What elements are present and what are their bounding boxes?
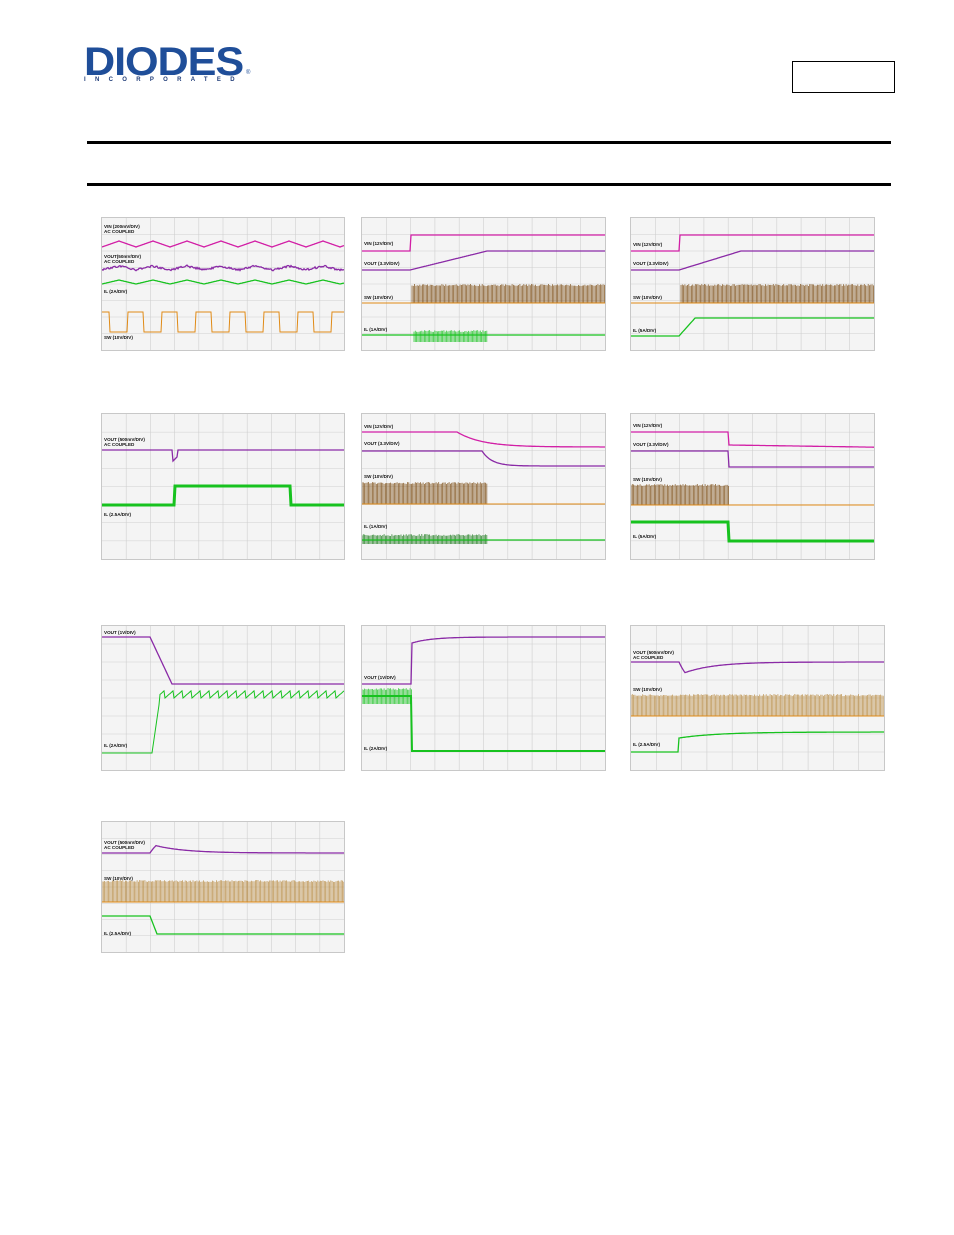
scope-trace-area [102,626,344,770]
scope-capture-6: VIN (12V/DIV) VOUT (3.3V/DIV) SW (10V/DI… [630,413,875,560]
trace-label: IL (2A/DIV) [104,289,127,294]
trace-label: IL (2.5A/DIV) [104,931,131,936]
trace-label: IL (2.5A/DIV) [633,742,660,747]
header-rule-top [87,141,891,144]
scope-trace-area [631,626,884,770]
trace-label: VOUT (3.3V/DIV) [633,442,668,447]
scope-trace-area [102,218,344,350]
trace-label: VOUT (500mV/DIV) AC COUPLED [104,437,145,447]
trace-label: VOUT (3.3V/DIV) [364,441,399,446]
trace-label: VIN (12V/DIV) [633,423,662,428]
trace-label: VOUT(50mV/DIV) AC COUPLED [104,254,141,264]
trace-label: IL (1A/DIV) [364,524,387,529]
trace-label: IL (5A/DIV) [633,328,656,333]
logo-registered-mark: ® [246,70,250,76]
trace-label: IL (2A/DIV) [364,746,387,751]
trace-label: IL (2A/DIV) [104,743,127,748]
trace-label: SW (10V/DIV) [633,477,662,482]
scope-trace-area [362,626,605,770]
trace-label: IL (1A/DIV) [364,327,387,332]
trace-label: VIN (12V/DIV) [364,241,393,246]
trace-label: VOUT (3.3V/DIV) [364,261,399,266]
scope-capture-9: VOUT (500mV/DIV) AC COUPLED SW (10V/DIV)… [630,625,885,771]
trace-label: VOUT (500mV/DIV) AC COUPLED [633,650,674,660]
trace-label: VOUT (1V/DIV) [104,630,136,635]
scope-capture-1: VIN (200mV/DIV) AC COUPLED VOUT(50mV/DIV… [101,217,345,351]
header-rule-bottom [87,183,891,186]
scope-trace-area [631,218,874,350]
trace-label: VIN (12V/DIV) [633,242,662,247]
trace-label: VIN (200mV/DIV) AC COUPLED [104,224,140,234]
trace-label: SW (10V/DIV) [633,295,662,300]
scope-trace-area [362,218,605,350]
trace-label: SW (10V/DIV) [104,335,133,340]
scope-capture-3: VIN (12V/DIV) VOUT (3.3V/DIV) SW (10V/DI… [630,217,875,351]
scope-trace-area [631,414,874,559]
trace-label: SW (10V/DIV) [364,295,393,300]
trace-label: SW (10V/DIV) [633,687,662,692]
trace-label: VOUT (1V/DIV) [364,675,396,680]
part-number-box [792,61,895,93]
scope-trace-area [102,414,344,559]
trace-label: VOUT (500mV/DIV) AC COUPLED [104,840,145,850]
trace-label: VIN (12V/DIV) [364,424,393,429]
scope-capture-10: VOUT (500mV/DIV) AC COUPLED SW (10V/DIV)… [101,821,345,953]
logo-subtext: INCORPORATED [84,77,244,83]
scope-capture-4: VOUT (500mV/DIV) AC COUPLED IL (2.5A/DIV… [101,413,345,560]
scope-trace-area [362,414,605,559]
diodes-logo: DIODES ® INCORPORATED [84,44,254,89]
trace-label: IL (2.5A/DIV) [104,512,131,517]
trace-label: VOUT (3.3V/DIV) [633,261,668,266]
scope-capture-8: VOUT (1V/DIV) IL (2A/DIV) [361,625,606,771]
scope-capture-2: VIN (12V/DIV) VOUT (3.3V/DIV) SW (10V/DI… [361,217,606,351]
scope-capture-7: VOUT (1V/DIV) IL (2A/DIV) [101,625,345,771]
trace-label: IL (5A/DIV) [633,534,656,539]
trace-label: SW (10V/DIV) [364,474,393,479]
scope-capture-5: VIN (12V/DIV) VOUT (3.3V/DIV) SW (10V/DI… [361,413,606,560]
trace-label: SW (10V/DIV) [104,876,133,881]
